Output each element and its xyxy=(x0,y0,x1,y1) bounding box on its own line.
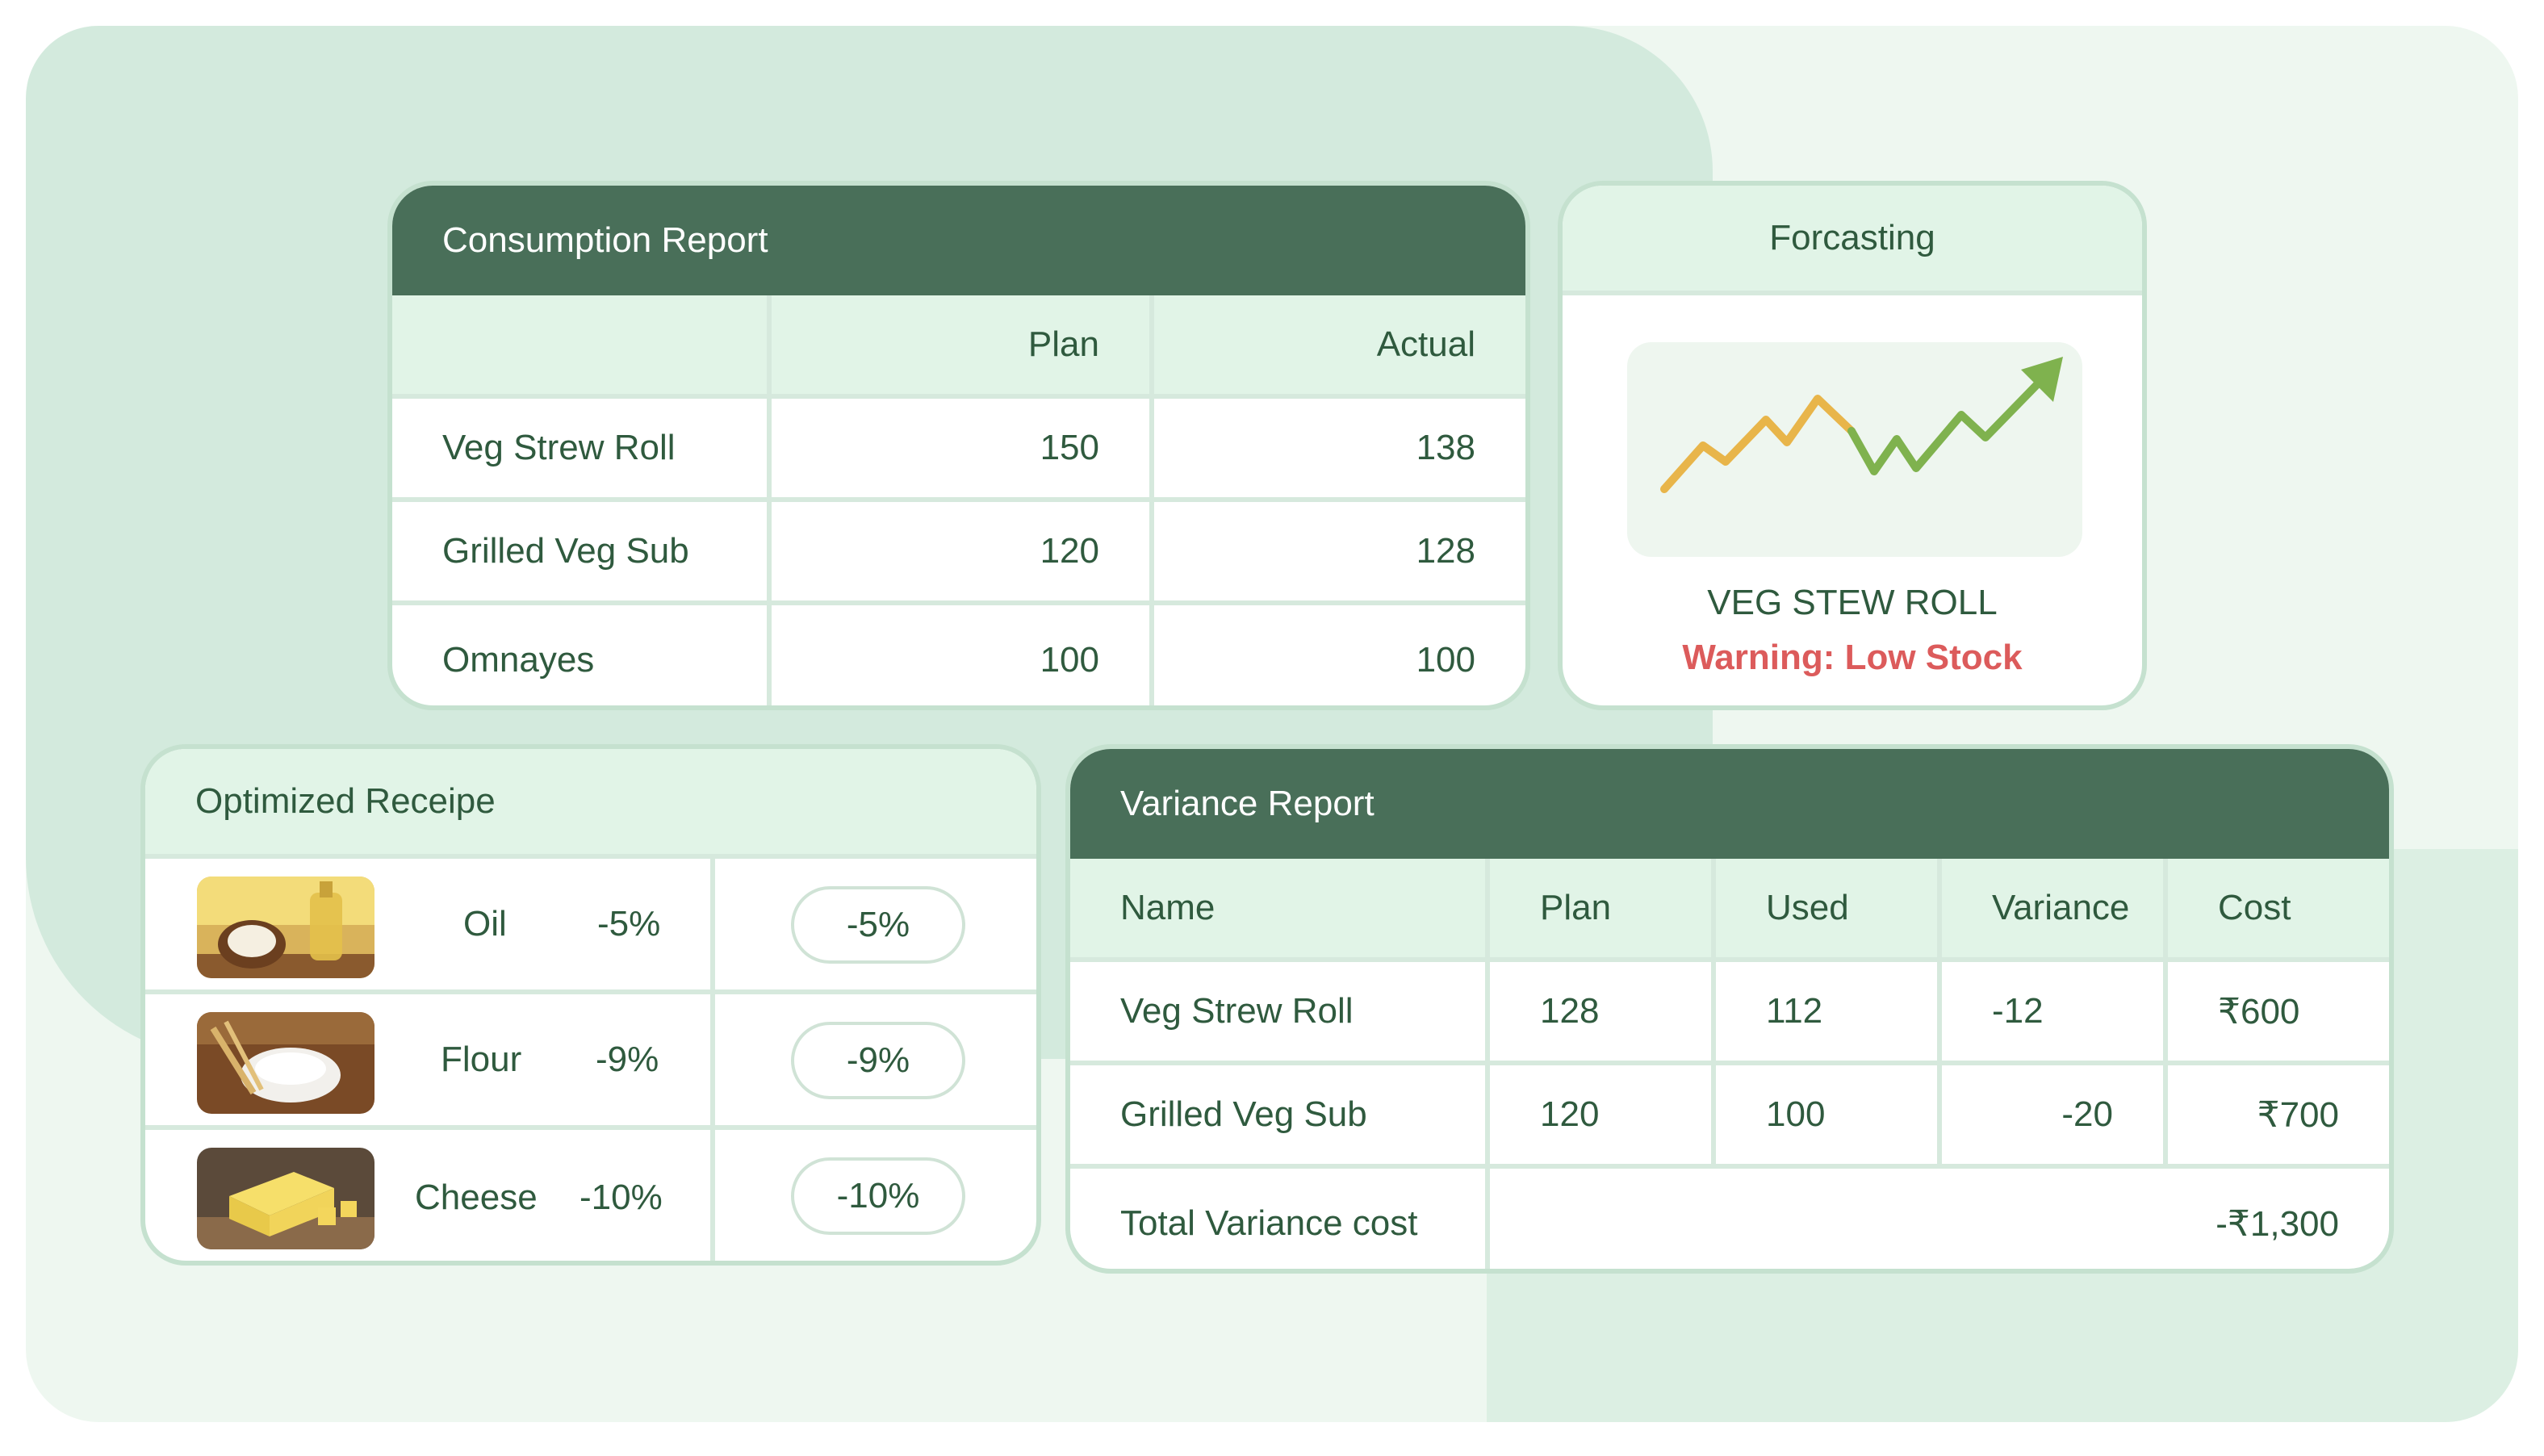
consumption-table: Plan Actual Veg Strew Roll 150 138 Grill… xyxy=(392,295,1525,705)
column-header-actual: Actual xyxy=(1154,295,1525,399)
column-header-variance: Variance xyxy=(1942,859,2168,962)
row-cost: ₹700 xyxy=(2168,1065,2389,1169)
column-divider xyxy=(710,859,715,1261)
cheese-image xyxy=(197,1148,374,1249)
recipe-row: Cheese -10% -10% xyxy=(145,1130,1036,1261)
row-name: Veg Strew Roll xyxy=(1070,962,1490,1065)
flour-image xyxy=(197,1012,374,1114)
row-plan: 128 xyxy=(1490,962,1716,1065)
forecasting-card: Forcasting VEG STEW ROLL Warning: Low St… xyxy=(1558,181,2147,710)
ingredient-name: Oil xyxy=(463,904,507,943)
consumption-report-title: Consumption Report xyxy=(392,186,1525,295)
total-variance-value: -₹1,300 xyxy=(2216,1203,2339,1244)
column-header-name: Name xyxy=(1070,859,1490,962)
adjustment-pill[interactable]: -9% xyxy=(791,1022,965,1099)
ingredient-name: Cheese xyxy=(415,1178,538,1217)
row-actual: 138 xyxy=(1154,399,1525,502)
forecast-item-name: VEG STEW ROLL xyxy=(1707,583,1998,622)
row-actual: 128 xyxy=(1154,502,1525,605)
column-header-plan: Plan xyxy=(772,295,1154,399)
ingredient-change: -10% xyxy=(580,1178,663,1217)
column-header-cost: Cost xyxy=(2168,859,2389,962)
recipe-row: Oil -5% -5% xyxy=(145,859,1036,994)
consumption-report-card: Consumption Report Plan Actual Veg Strew… xyxy=(387,181,1530,710)
row-used: 112 xyxy=(1716,962,1942,1065)
row-name: Grilled Veg Sub xyxy=(392,502,772,605)
optimized-recipe-card: Optimized Receipe Oil -5% -5% xyxy=(140,744,1041,1266)
row-variance: -12 xyxy=(1942,962,2168,1065)
row-cost: ₹600 xyxy=(2168,962,2389,1065)
column-header-blank xyxy=(392,295,772,399)
optimized-recipe-title: Optimized Receipe xyxy=(145,749,1036,859)
low-stock-warning: Warning: Low Stock xyxy=(1682,638,2023,677)
row-actual: 100 xyxy=(1416,640,1475,680)
total-variance-label: Total Variance cost xyxy=(1070,1169,1490,1269)
ingredient-name: Flour xyxy=(441,1040,522,1079)
row-plan: 120 xyxy=(772,502,1154,605)
adjustment-pill[interactable]: -5% xyxy=(791,886,965,964)
row-plan: 100 xyxy=(772,605,1154,705)
row-used: 100 xyxy=(1716,1065,1942,1169)
trend-chart xyxy=(1627,342,2082,557)
oil-image xyxy=(197,877,374,978)
row-name: Grilled Veg Sub xyxy=(1070,1065,1490,1169)
row-plan: 120 xyxy=(1490,1065,1716,1169)
row-name: Omnayes xyxy=(392,605,772,705)
column-header-plan: Plan xyxy=(1490,859,1716,962)
variance-report-card: Variance Report Name Plan Used Variance … xyxy=(1065,744,2394,1274)
row-variance: -20 xyxy=(1942,1065,2168,1169)
ingredient-change: -9% xyxy=(596,1040,659,1079)
upward-trend-arrow-icon xyxy=(1660,357,2063,493)
recipe-row: Flour -9% -9% xyxy=(145,994,1036,1130)
row-name: Veg Strew Roll xyxy=(392,399,772,502)
ingredient-change: -5% xyxy=(597,904,661,943)
variance-report-title: Variance Report xyxy=(1070,749,2389,859)
forecasting-title: Forcasting xyxy=(1563,186,2142,295)
variance-table: Name Plan Used Variance Cost Veg Strew R… xyxy=(1070,859,2389,1269)
row-plan: 150 xyxy=(772,399,1154,502)
column-header-used: Used xyxy=(1716,859,1942,962)
adjustment-pill[interactable]: -10% xyxy=(791,1157,965,1235)
